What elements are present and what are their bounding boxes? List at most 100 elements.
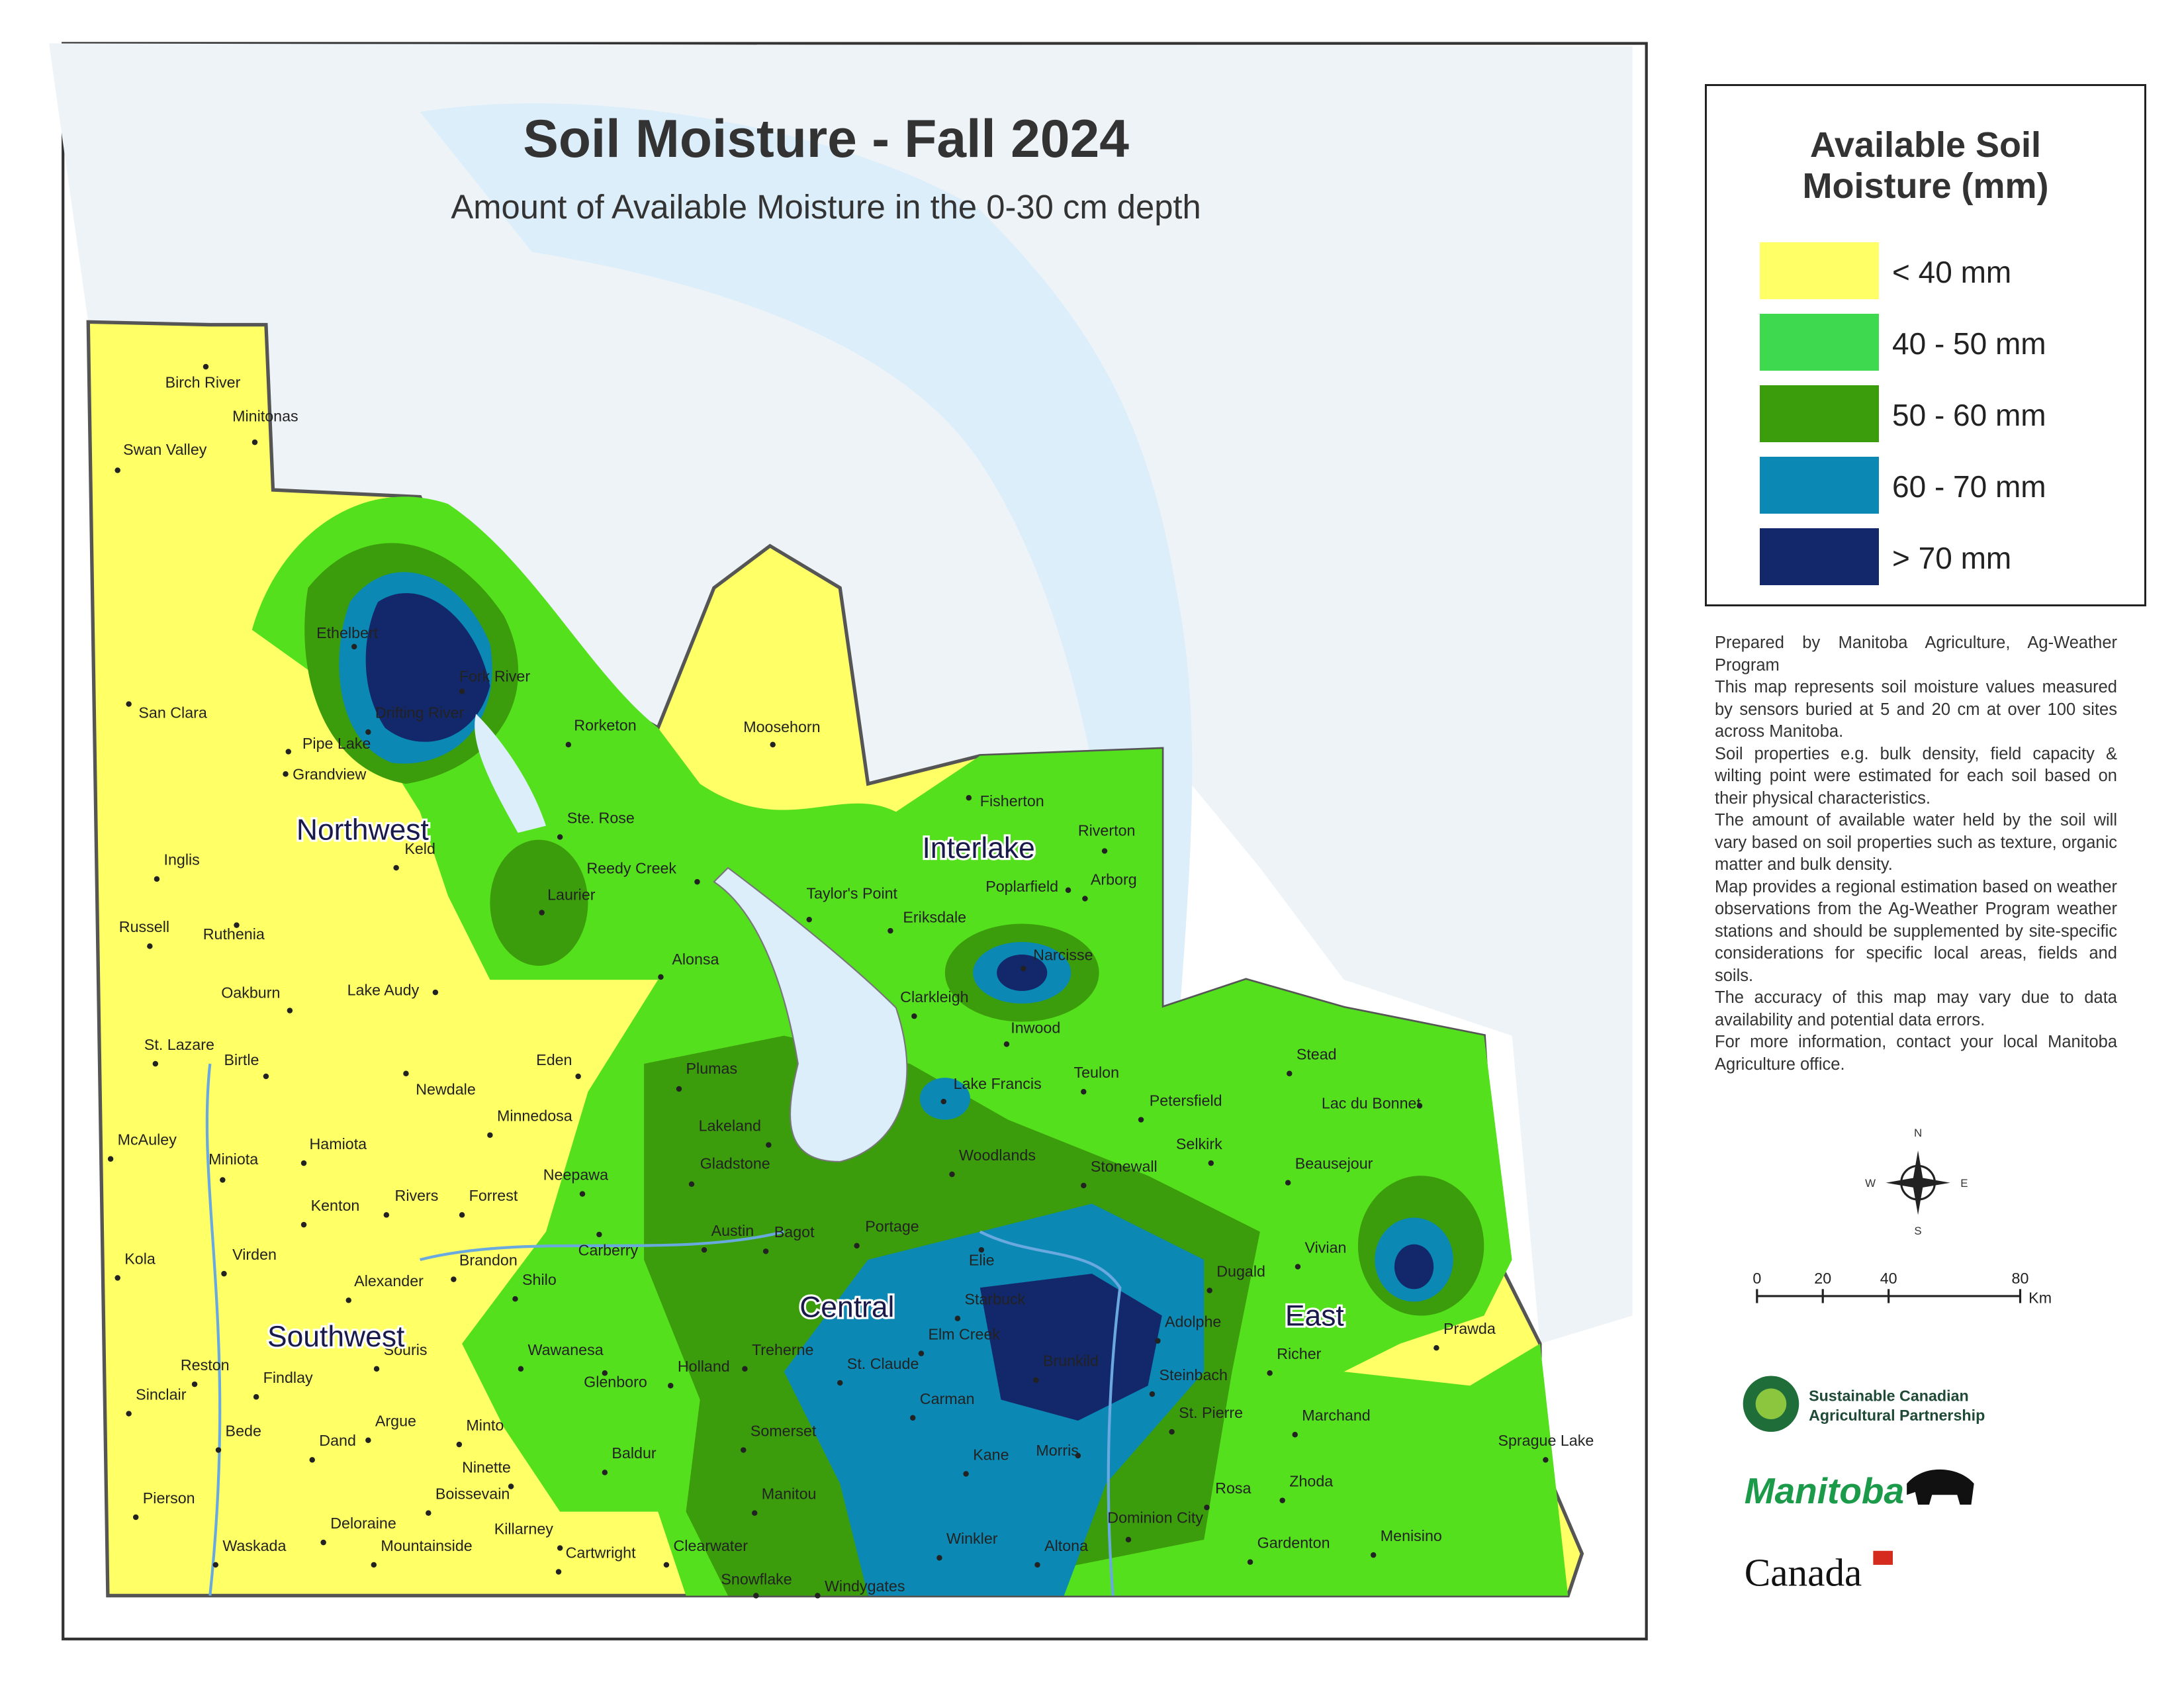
legend-title: Moisture (mm) xyxy=(1802,166,2049,206)
town-dot xyxy=(753,1593,759,1599)
town-dot xyxy=(751,1510,758,1516)
town-label: Petersfield xyxy=(1150,1092,1222,1109)
town-label: Riverton xyxy=(1078,821,1136,839)
town-label: Dugald xyxy=(1216,1262,1265,1280)
town-dot xyxy=(383,1212,390,1218)
town-dot xyxy=(426,1510,432,1516)
town-dot xyxy=(1082,896,1088,902)
town-label: Moosehorn xyxy=(743,718,820,735)
map-title: Soil Moisture - Fall 2024 xyxy=(523,109,1129,169)
town-label: Lac du Bonnet xyxy=(1322,1095,1422,1112)
town-label: Ethelbert xyxy=(316,624,379,641)
town-label: Poplarfield xyxy=(985,878,1058,895)
legend-item: 60 - 70 mm xyxy=(1760,457,2130,514)
town-label: Elie xyxy=(969,1251,995,1268)
town-label: Lakeland xyxy=(699,1117,761,1134)
town-label: Argue xyxy=(375,1413,416,1430)
town-label: Adolphe xyxy=(1165,1313,1221,1330)
town-label: Killarney xyxy=(494,1520,554,1537)
town-label: Swan Valley xyxy=(123,441,207,458)
town-dot xyxy=(1155,1338,1161,1344)
town-label: Austin xyxy=(711,1222,754,1239)
town-label: Bede xyxy=(226,1422,261,1439)
town-dot xyxy=(887,927,893,934)
region-label: Interlake xyxy=(922,832,1034,865)
town-dot xyxy=(1292,1432,1298,1438)
town-dot xyxy=(1034,1562,1040,1568)
town-label: Arborg xyxy=(1091,870,1137,888)
legend-label: < 40 mm xyxy=(1892,255,2012,289)
town-dot xyxy=(459,688,465,694)
town-dot xyxy=(555,1569,562,1575)
town-dot xyxy=(539,910,545,915)
town-label: Beausejour xyxy=(1295,1155,1373,1172)
scale-label: 0 xyxy=(1752,1270,1761,1287)
town-label: Boissevain xyxy=(435,1485,510,1503)
town-label: Neepawa xyxy=(543,1166,608,1183)
town-dot xyxy=(668,1383,674,1389)
town-label: Winkler xyxy=(946,1530,998,1547)
town-label: Portage xyxy=(865,1218,919,1235)
town-dot xyxy=(1125,1536,1132,1543)
legend-label: 40 - 50 mm xyxy=(1892,326,2046,361)
town-label: Lake Francis xyxy=(954,1075,1042,1092)
town-label: Windygates xyxy=(825,1577,905,1595)
town-dot xyxy=(512,1295,518,1302)
town-dot xyxy=(1033,1377,1039,1383)
town-dot xyxy=(152,1060,159,1067)
town-label: Forrest xyxy=(469,1187,518,1204)
zone-over-70 xyxy=(1394,1244,1434,1289)
town-label: Oakburn xyxy=(221,984,280,1002)
region-label: East xyxy=(1285,1299,1345,1332)
town-label: Altona xyxy=(1044,1537,1088,1554)
town-dot xyxy=(300,1160,307,1166)
town-dot xyxy=(1101,848,1108,854)
moisture-zones xyxy=(251,496,1569,1596)
town-dot xyxy=(854,1243,860,1249)
town-dot xyxy=(579,1191,586,1197)
town-dot xyxy=(373,1366,380,1372)
town-label: Gladstone xyxy=(700,1155,770,1172)
northern-area xyxy=(49,43,1633,1344)
town-dot xyxy=(1149,1391,1156,1397)
town-label: Minitonas xyxy=(232,407,298,424)
town-label: Dominion City xyxy=(1107,1509,1203,1526)
compass-w: W xyxy=(1865,1177,1876,1190)
town-dot xyxy=(1075,1452,1081,1459)
notes: Prepared by Manitoba Agriculture, Ag-Wea… xyxy=(1715,632,2117,1076)
town-dot xyxy=(300,1221,307,1228)
town-dot xyxy=(701,1246,707,1253)
town-label: St. Lazare xyxy=(144,1036,214,1053)
town-label: Fork River xyxy=(459,668,530,685)
town-dot xyxy=(658,974,664,980)
town-label: Alonsa xyxy=(672,951,719,968)
legend-swatch xyxy=(1760,385,1879,442)
town-dot xyxy=(518,1366,524,1372)
town-label: Russell xyxy=(119,918,169,935)
town-label: Dand xyxy=(319,1432,356,1449)
town-dot xyxy=(1370,1552,1377,1558)
manitoba-logo: Manitoba xyxy=(1745,1470,1904,1511)
town-label: Lake Audy xyxy=(347,981,420,998)
town-label: Menisino xyxy=(1381,1527,1442,1544)
lake-manitoba xyxy=(713,867,908,1163)
town-label: St. Claude xyxy=(847,1355,919,1372)
town-dot xyxy=(1081,1089,1087,1095)
town-dot xyxy=(393,865,399,871)
town-dot xyxy=(221,1270,227,1277)
town-label: Brunkild xyxy=(1043,1352,1099,1370)
town-label: Sprague Lake xyxy=(1498,1432,1594,1449)
town-dot xyxy=(365,729,371,735)
town-dot xyxy=(1416,1103,1423,1109)
town-dot xyxy=(456,1441,463,1448)
town-dot xyxy=(815,1593,821,1599)
note-paragraph: Map provides a regional estimation based… xyxy=(1715,877,2117,985)
town-dot xyxy=(126,1411,132,1417)
town-label: Kola xyxy=(124,1250,156,1267)
town-dot xyxy=(978,1246,985,1253)
town-label: Teulon xyxy=(1074,1064,1120,1081)
legend-title: Available Soil xyxy=(1809,125,2042,165)
regions: Northwest Interlake Central Southwest East xyxy=(265,812,1347,1355)
town-dot xyxy=(1138,1117,1144,1123)
